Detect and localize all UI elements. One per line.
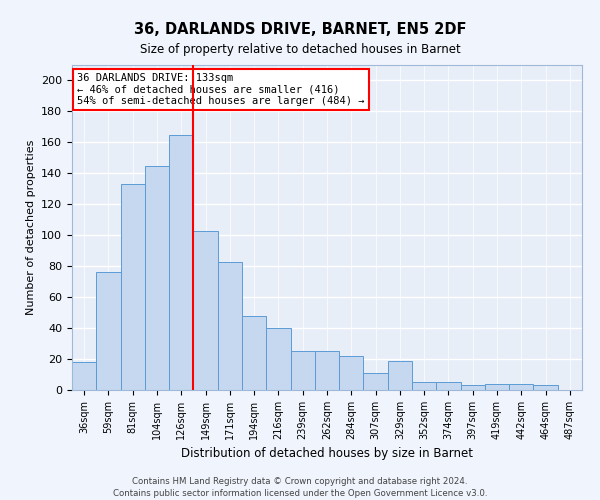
Bar: [412, 382, 436, 390]
Bar: [193, 230, 218, 390]
Bar: [121, 184, 145, 390]
Bar: [96, 272, 121, 390]
Bar: [388, 360, 412, 390]
Bar: [533, 386, 558, 390]
X-axis label: Distribution of detached houses by size in Barnet: Distribution of detached houses by size …: [181, 448, 473, 460]
Bar: [218, 262, 242, 390]
Text: Contains public sector information licensed under the Open Government Licence v3: Contains public sector information licen…: [113, 489, 487, 498]
Bar: [315, 352, 339, 390]
Bar: [364, 373, 388, 390]
Bar: [436, 382, 461, 390]
Bar: [145, 166, 169, 390]
Text: 36 DARLANDS DRIVE: 133sqm
← 46% of detached houses are smaller (416)
54% of semi: 36 DARLANDS DRIVE: 133sqm ← 46% of detac…: [77, 73, 365, 106]
Bar: [461, 386, 485, 390]
Bar: [242, 316, 266, 390]
Bar: [485, 384, 509, 390]
Bar: [290, 352, 315, 390]
Bar: [339, 356, 364, 390]
Bar: [266, 328, 290, 390]
Text: Size of property relative to detached houses in Barnet: Size of property relative to detached ho…: [140, 42, 460, 56]
Bar: [72, 362, 96, 390]
Bar: [509, 384, 533, 390]
Y-axis label: Number of detached properties: Number of detached properties: [26, 140, 35, 315]
Bar: [169, 134, 193, 390]
Text: Contains HM Land Registry data © Crown copyright and database right 2024.: Contains HM Land Registry data © Crown c…: [132, 478, 468, 486]
Text: 36, DARLANDS DRIVE, BARNET, EN5 2DF: 36, DARLANDS DRIVE, BARNET, EN5 2DF: [134, 22, 466, 38]
